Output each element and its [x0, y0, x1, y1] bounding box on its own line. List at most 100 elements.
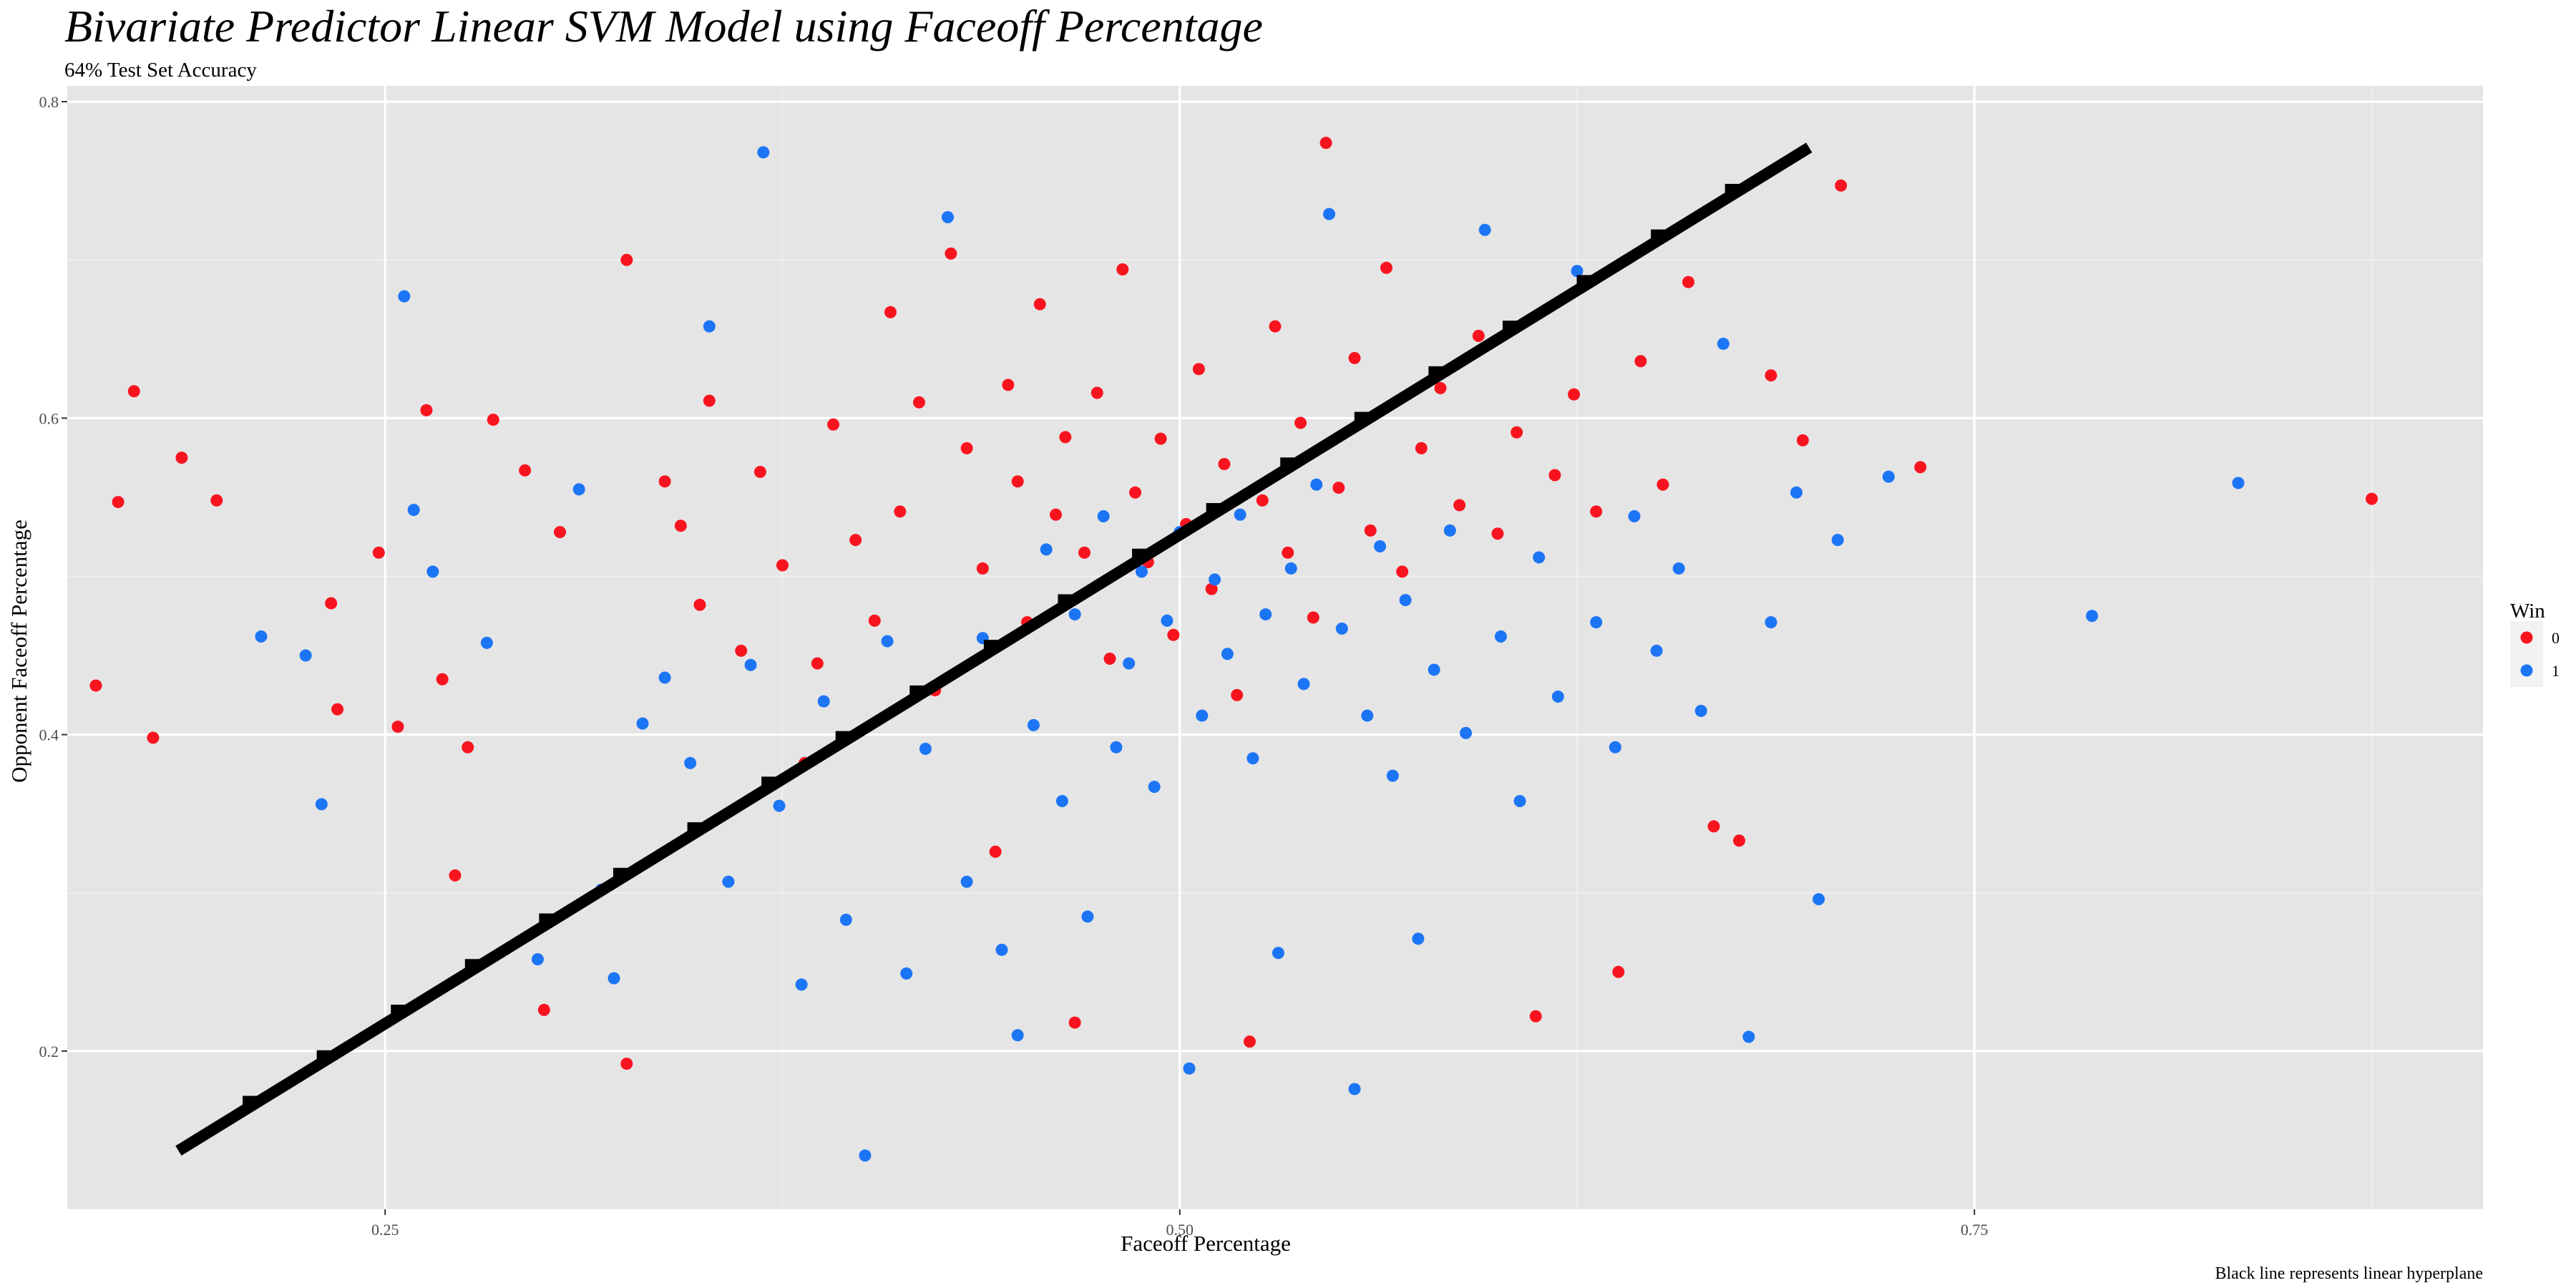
data-point [531, 953, 544, 966]
data-point [175, 452, 188, 464]
data-point [420, 404, 433, 416]
data-point [299, 649, 312, 662]
data-point [391, 721, 404, 733]
data-point [1221, 648, 1234, 660]
data-point [945, 247, 957, 260]
data-point [912, 396, 925, 409]
legend: 01 [2510, 621, 2560, 687]
data-point [1272, 947, 1284, 960]
data-point [1551, 691, 1564, 703]
data-point [608, 972, 620, 985]
hyperplane-step [464, 959, 485, 970]
data-point [1790, 486, 1803, 499]
data-point [636, 717, 649, 730]
data-point [1310, 478, 1323, 491]
data-point [1040, 543, 1053, 556]
data-point [773, 799, 786, 812]
data-point [2366, 492, 2379, 505]
data-point [1765, 616, 1777, 629]
hyperplane-step [1502, 321, 1523, 331]
data-point [462, 741, 474, 753]
data-point [1081, 910, 1094, 923]
data-point [868, 614, 881, 627]
hyperplane-step [613, 867, 633, 878]
data-point [1348, 1083, 1361, 1096]
series-0 [89, 137, 2379, 1070]
hyperplane-step [909, 685, 930, 696]
data-point [995, 943, 1008, 956]
data-point [960, 441, 973, 454]
data-point [703, 320, 716, 333]
data-point [1183, 1062, 1196, 1075]
data-point [1078, 546, 1091, 559]
data-point [1123, 657, 1136, 670]
x-tick-label: 0.25 [371, 1221, 399, 1239]
data-point [1319, 137, 1332, 150]
data-point [210, 494, 223, 507]
data-point [1399, 594, 1412, 607]
data-point [1192, 363, 1205, 376]
data-point [1412, 932, 1425, 945]
data-point [1332, 482, 1345, 494]
data-point [674, 519, 687, 532]
data-point [147, 731, 160, 744]
data-point [776, 559, 789, 572]
data-point [1209, 573, 1221, 586]
data-point [827, 418, 840, 431]
data-point [900, 967, 913, 980]
y-tick-label: 0.8 [39, 93, 59, 111]
chart-subtitle: 64% Test Set Accuracy [64, 59, 257, 82]
data-point [1205, 582, 1218, 595]
data-point [1548, 469, 1561, 482]
data-point [1068, 608, 1081, 621]
data-point [894, 505, 907, 518]
data-point [1103, 652, 1116, 665]
data-point [1011, 1029, 1024, 1042]
data-point [960, 875, 973, 888]
data-point [1590, 505, 1603, 518]
data-point [941, 211, 954, 224]
data-point [811, 657, 824, 670]
data-point [1396, 565, 1409, 578]
data-point [1533, 551, 1546, 564]
data-point [1835, 179, 1848, 192]
data-point [1148, 781, 1161, 794]
data-point [1628, 509, 1641, 522]
data-point [658, 671, 671, 684]
data-point [1231, 688, 1244, 701]
hyperplane-step [1428, 366, 1449, 376]
data-point [1707, 820, 1720, 833]
data-point [989, 845, 1002, 858]
data-point [1672, 562, 1685, 575]
data-point [1460, 726, 1473, 739]
data-point [859, 1149, 872, 1162]
legend-key-1 [2520, 664, 2533, 677]
data-point [1590, 616, 1603, 629]
data-point [1657, 478, 1669, 491]
data-point [1612, 965, 1625, 978]
data-point [554, 526, 567, 539]
x-tick-label: 0.75 [1961, 1221, 1989, 1239]
data-point [1097, 509, 1110, 522]
legend-label-1: 1 [2552, 662, 2560, 680]
data-point [1323, 208, 1336, 220]
data-point [1472, 329, 1485, 342]
data-point [1882, 470, 1895, 483]
hyperplane-step [983, 640, 1004, 650]
data-point [1733, 834, 1746, 847]
data-point [572, 483, 585, 496]
data-point [1091, 386, 1103, 399]
data-point [1813, 893, 1825, 906]
data-point [1634, 355, 1647, 368]
data-point [1135, 565, 1148, 578]
data-point [1380, 261, 1392, 274]
hyperplane-step [1058, 594, 1078, 605]
y-tick-label: 0.4 [39, 726, 59, 744]
data-point [1161, 614, 1174, 627]
data-point [1494, 630, 1507, 643]
hyperplane-step [761, 776, 782, 787]
hyperplane-step [391, 1005, 411, 1015]
legend-label-0: 0 [2552, 629, 2560, 647]
